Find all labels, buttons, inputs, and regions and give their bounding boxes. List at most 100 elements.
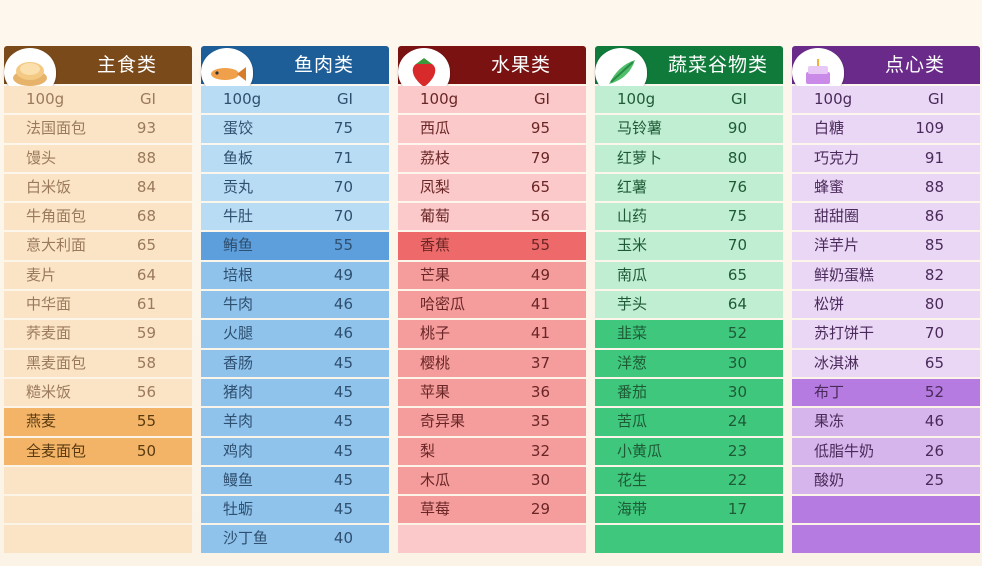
table-row — [4, 496, 192, 524]
food-name: 蜂蜜 — [814, 177, 845, 196]
food-name: 冰淇淋 — [814, 353, 860, 372]
table-row: 培根 49 — [201, 261, 389, 290]
category-header: 鱼肉类 — [201, 46, 389, 96]
table-row: 小黄瓜 23 — [595, 437, 783, 465]
food-name: 白米饭 — [26, 177, 72, 196]
gi-value: 52 — [924, 382, 944, 401]
table-row: 火腿 46 — [201, 320, 389, 348]
table-row — [595, 525, 783, 553]
gi-value: 65 — [136, 236, 156, 255]
food-name: 苦瓜 — [617, 412, 648, 431]
gi-value: 70 — [333, 207, 353, 226]
food-name: 荔枝 — [420, 148, 451, 167]
table-row: 凤梨 65 — [398, 173, 586, 202]
gi-value: 25 — [924, 470, 944, 489]
table-row: 鲜奶蛋糕 82 — [792, 261, 980, 290]
table-row: 苏打饼干 70 — [792, 320, 980, 348]
category-title: 蔬菜谷物类 — [667, 54, 768, 76]
gi-value: 59 — [136, 324, 156, 343]
table-row: 鸡肉 45 — [201, 437, 389, 465]
gi-value: 95 — [530, 119, 550, 138]
table-row: 糙米饭 56 — [4, 378, 192, 407]
table-row: 酸奶 25 — [792, 466, 980, 495]
category-column: 点心类 100g GI 白糖 109 巧克力 91 蜂蜜 88 甜甜圈 86 洋芋片 85 鲜奶蛋糕 82 松… — [792, 24, 980, 560]
table-row: 苹果 36 — [398, 378, 586, 407]
food-name: 布丁 — [814, 382, 845, 401]
food-name: 草莓 — [420, 500, 451, 519]
table-row: 荔枝 79 — [398, 144, 586, 172]
amount-label: 100g — [223, 90, 262, 108]
table-row: 全麦面包 50 — [4, 437, 192, 465]
gi-value: 36 — [530, 382, 550, 401]
gi-value: 49 — [333, 265, 353, 284]
category-title: 点心类 — [884, 54, 945, 76]
gi-label: GI — [336, 90, 353, 108]
food-name: 番茄 — [617, 382, 648, 401]
gi-value: 30 — [727, 382, 747, 401]
table-row: 玉米 70 — [595, 232, 783, 260]
food-name: 麦片 — [26, 265, 57, 284]
food-name: 梨 — [420, 441, 436, 460]
gi-value: 32 — [530, 441, 550, 460]
table-row: 白米饭 84 — [4, 173, 192, 202]
gi-value: 65 — [727, 265, 747, 284]
food-name: 培根 — [223, 265, 254, 284]
table-row: 燕麦 55 — [4, 408, 192, 436]
table-row: 牛肉 46 — [201, 291, 389, 319]
gi-value: 45 — [333, 500, 353, 519]
table-row: 芋头 64 — [595, 291, 783, 319]
table-row: 鱼板 71 — [201, 144, 389, 172]
table-row: 巧克力 91 — [792, 144, 980, 172]
food-name: 韭菜 — [617, 324, 648, 343]
gi-table: 100g GI 西瓜 95 荔枝 79 凤梨 65 葡萄 56 香蕉 55 芒果 49 哈密瓜 41 桃子 41 樱… — [398, 86, 586, 555]
category-header: 点心类 — [792, 46, 980, 96]
amount-label: 100g — [26, 90, 65, 108]
gi-value: 17 — [727, 500, 747, 519]
gi-label: GI — [927, 90, 944, 108]
gi-table: 100g GI 白糖 109 巧克力 91 蜂蜜 88 甜甜圈 86 洋芋片 85 鲜奶蛋糕 82 松饼 80… — [792, 86, 980, 555]
gi-value: 91 — [924, 148, 944, 167]
gi-value: 71 — [333, 148, 353, 167]
gi-value: 45 — [333, 382, 353, 401]
food-name: 芋头 — [617, 295, 648, 314]
table-row: 松饼 80 — [792, 291, 980, 319]
table-row: 白糖 109 — [792, 115, 980, 143]
gi-value: 65 — [530, 177, 550, 196]
food-name: 香蕉 — [420, 236, 451, 255]
gi-value: 88 — [924, 177, 944, 196]
food-name: 鸡肉 — [223, 441, 254, 460]
table-row: 奇异果 35 — [398, 408, 586, 436]
food-name: 哈密瓜 — [420, 295, 466, 314]
table-row: 鲔鱼 55 — [201, 232, 389, 260]
food-name: 奇异果 — [420, 412, 466, 431]
gi-value: 41 — [530, 324, 550, 343]
table-row: 香肠 45 — [201, 349, 389, 377]
gi-value: 70 — [924, 324, 944, 343]
food-name: 西瓜 — [420, 119, 451, 138]
food-name: 山药 — [617, 207, 648, 226]
gi-table: 100g GI 法国面包 93 馒头 88 白米饭 84 牛角面包 68 意大利面 65 麦片 64 中华面… — [4, 86, 192, 555]
gi-value: 22 — [727, 470, 747, 489]
table-row: 山药 75 — [595, 203, 783, 231]
food-name: 苹果 — [420, 382, 451, 401]
gi-value: 88 — [136, 148, 156, 167]
gi-value: 65 — [924, 353, 944, 372]
gi-value: 55 — [136, 412, 156, 431]
gi-value: 61 — [136, 295, 156, 314]
gi-value: 29 — [530, 500, 550, 519]
food-name: 苏打饼干 — [814, 324, 875, 343]
table-row: 黑麦面包 58 — [4, 349, 192, 377]
category-header: 主食类 — [4, 46, 192, 96]
table-row: 沙丁鱼 40 — [201, 525, 389, 553]
food-name: 马铃薯 — [617, 119, 663, 138]
table-row: 牛肚 70 — [201, 203, 389, 231]
food-name: 果冻 — [814, 412, 845, 431]
food-name: 贡丸 — [223, 177, 254, 196]
food-name: 小黄瓜 — [617, 441, 663, 460]
food-name: 桃子 — [420, 324, 451, 343]
food-name: 黑麦面包 — [26, 353, 87, 372]
table-row: 海带 17 — [595, 496, 783, 524]
food-name: 南瓜 — [617, 265, 648, 284]
table-header-row: 100g GI — [4, 86, 192, 114]
food-name: 法国面包 — [26, 119, 87, 138]
